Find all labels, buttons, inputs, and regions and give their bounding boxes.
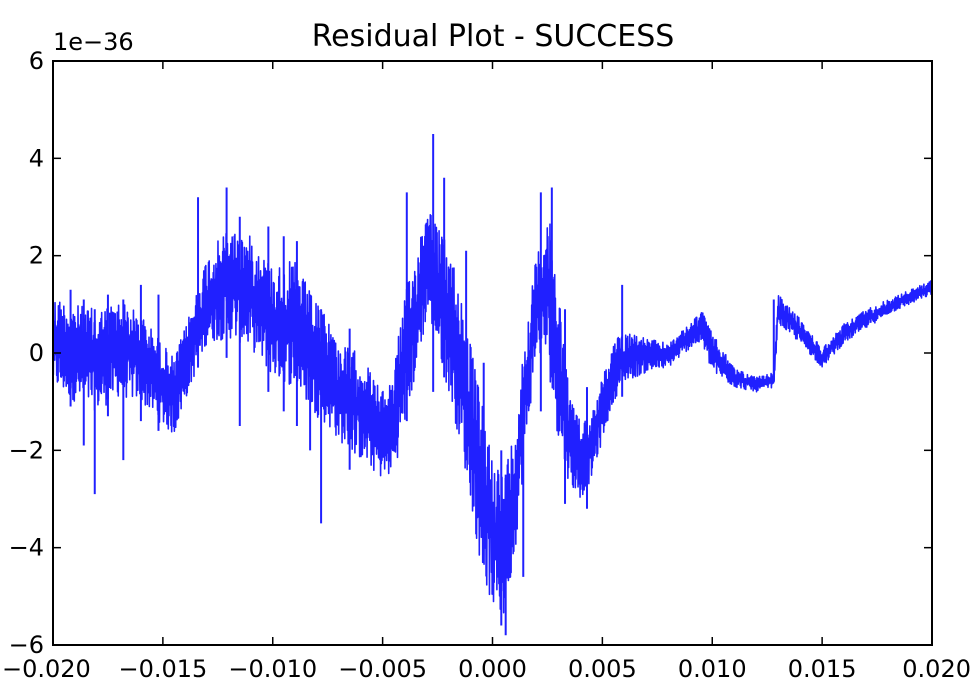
x-axis: −0.020 −0.015 −0.010 −0.005 0.000 0.005 0.010 0… — [2, 61, 971, 683]
x-tick-label: 0.020 — [902, 655, 971, 683]
y-tick-label: 6 — [29, 47, 44, 75]
plot-area — [53, 134, 932, 636]
y-axis: −6 −4 −2 0 2 4 6 — [9, 47, 932, 659]
y-tick-label: 4 — [29, 144, 44, 172]
residual-series-line — [53, 213, 932, 614]
chart-title: Residual Plot - SUCCESS — [312, 19, 675, 54]
x-tick-label: −0.010 — [228, 655, 317, 683]
x-tick-label: −0.015 — [118, 655, 207, 683]
y-tick-label: −2 — [9, 436, 44, 464]
x-tick-label: 0.000 — [458, 655, 527, 683]
y-tick-label: 0 — [29, 339, 44, 367]
x-tick-label: −0.005 — [338, 655, 427, 683]
y-tick-label: −6 — [9, 631, 44, 659]
y-axis-offset-label: 1e−36 — [53, 28, 134, 56]
y-tick-label: −4 — [9, 534, 44, 562]
x-tick-label: 0.015 — [788, 655, 857, 683]
series-layer — [53, 134, 932, 636]
y-tick-label: 2 — [29, 242, 44, 270]
x-tick-label: 0.005 — [568, 655, 637, 683]
x-tick-label: 0.010 — [678, 655, 747, 683]
x-tick-label: −0.020 — [2, 655, 91, 683]
